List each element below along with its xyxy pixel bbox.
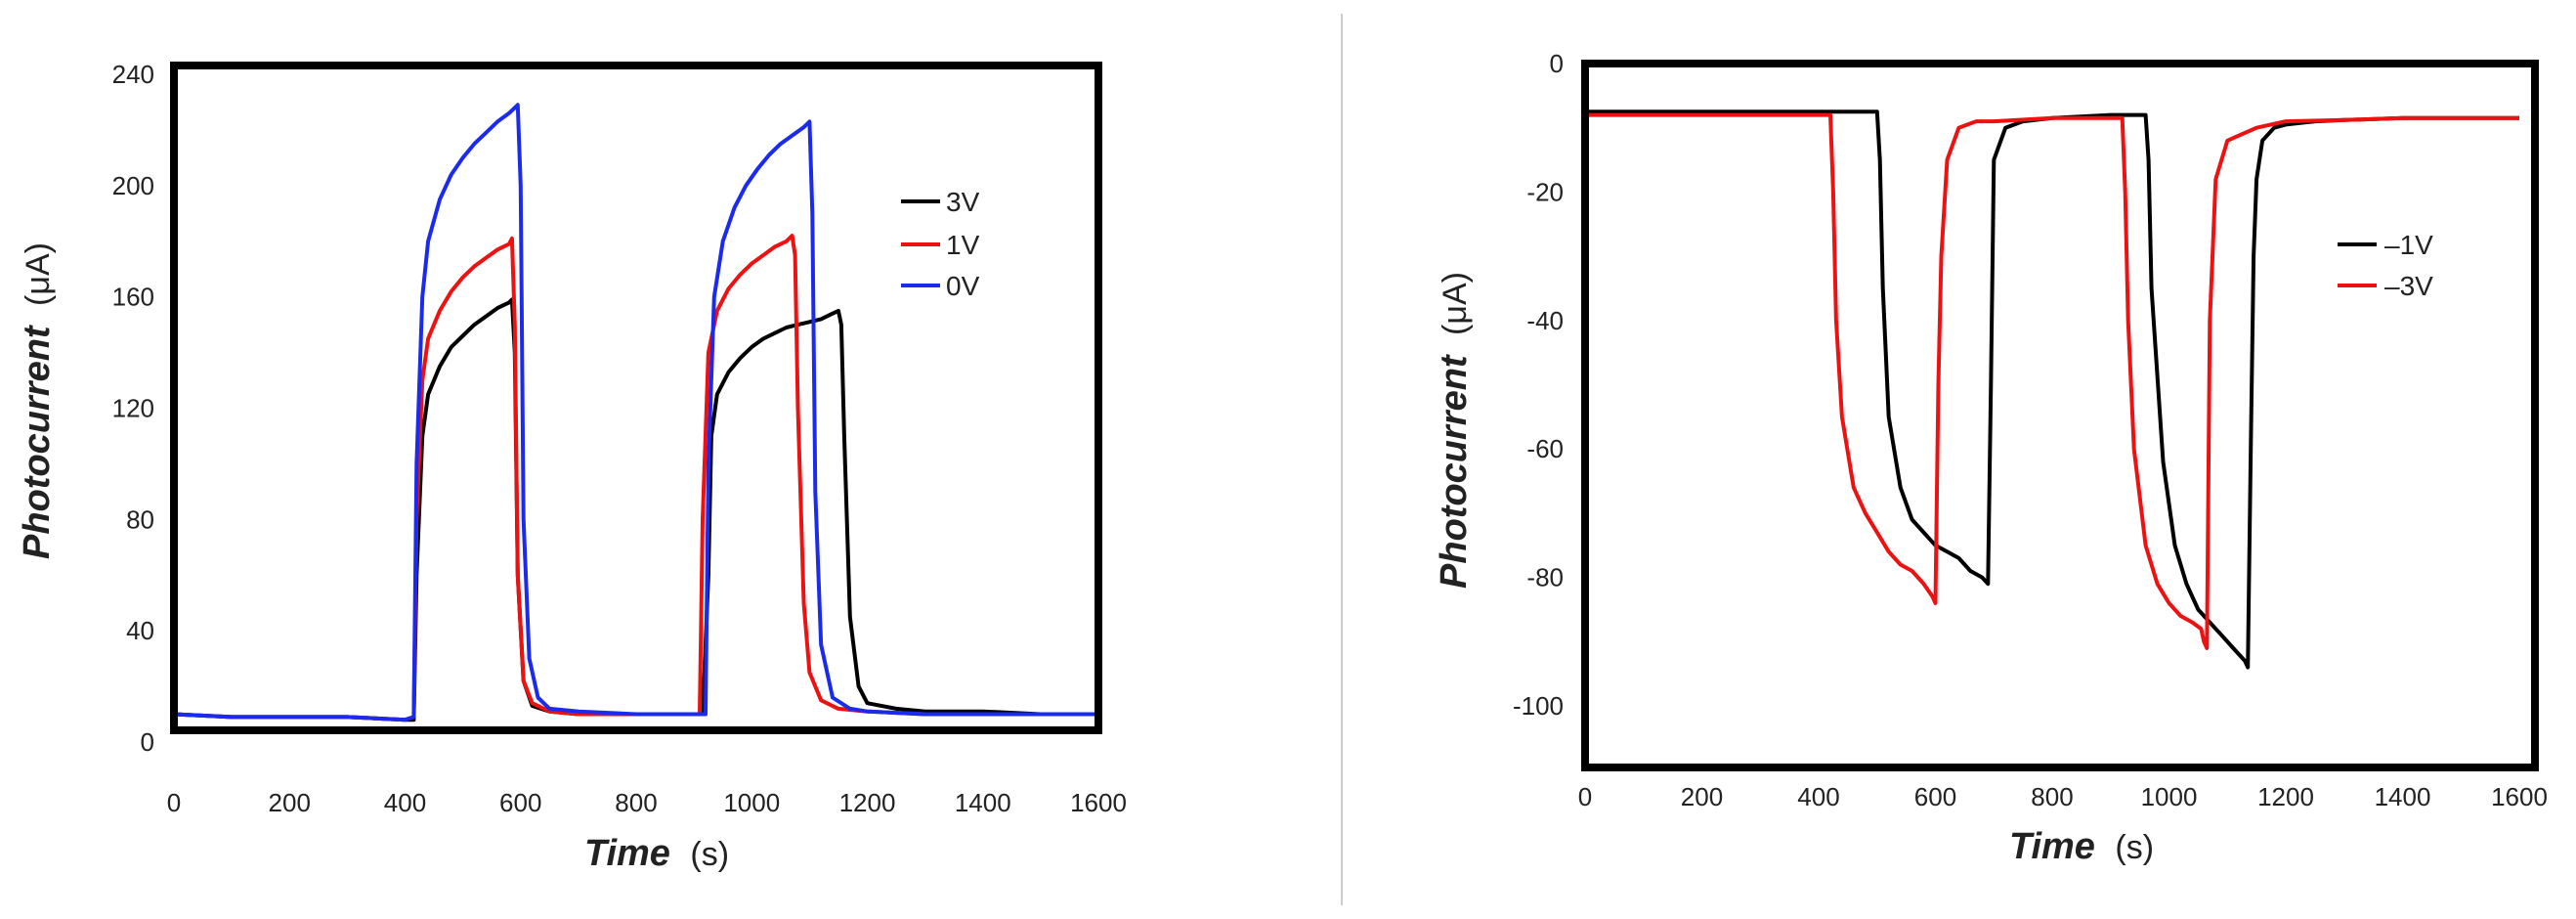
x-axis-title: Time (s) (2009, 826, 2154, 867)
y-tick-label: -100 (1513, 691, 1564, 721)
x-tick-labels: 0 200 400 600 800 1000 1200 1400 1600 (1578, 782, 2548, 811)
x-tick-label: 1600 (2491, 782, 2548, 811)
y-tick-label: -20 (1526, 177, 1564, 206)
x-tick-label: 200 (1681, 782, 1723, 811)
x-tick-label: 800 (615, 788, 657, 817)
y-tick-label: -40 (1526, 306, 1564, 335)
x-tick-label: 1400 (955, 788, 1011, 817)
legend-label-0v: 0V (946, 271, 980, 301)
y-axis-label: Photocurrent (1434, 354, 1475, 589)
y-tick-label: 200 (112, 171, 154, 200)
x-tick-label: 400 (384, 788, 426, 817)
x-tick-label: 800 (2031, 782, 2073, 811)
y-tick-label: 80 (126, 504, 154, 534)
legend: –1V –3V (2338, 230, 2433, 301)
series-line-1v (1585, 109, 2519, 670)
y-axis-label: Photocurrent (17, 325, 58, 559)
x-tick-label: 1600 (1070, 788, 1127, 817)
plot-frame (1581, 60, 2539, 771)
legend-label-1v: 1V (946, 230, 980, 260)
x-axis-title: Time (s) (584, 833, 729, 874)
x-tick-label: 0 (167, 788, 181, 817)
y-tick-label: 160 (112, 283, 154, 312)
y-tick-label: 40 (126, 616, 154, 645)
x-tick-label: 1200 (2257, 782, 2314, 811)
y-tick-label: 0 (141, 727, 154, 757)
x-tick-label: 1000 (723, 788, 780, 817)
series-group (173, 103, 1098, 722)
y-tick-labels: 0 40 80 120 160 200 240 (112, 60, 154, 757)
y-tick-label: -80 (1526, 563, 1564, 592)
x-axis-unit: (s) (2115, 829, 2154, 866)
y-axis-unit: (μA) (20, 242, 57, 306)
y-tick-label: -60 (1526, 434, 1564, 463)
y-axis-unit: (μA) (1437, 272, 1474, 335)
y-tick-labels: 0 -20 -40 -60 -80 -100 (1513, 49, 1564, 721)
chart-left: 0 200 400 600 800 1000 1200 1400 1600 0 40 80 120 16… (17, 60, 1127, 874)
series-group (1585, 109, 2519, 670)
x-axis-unit: (s) (690, 836, 729, 873)
chart-right: 0 200 400 600 800 1000 1200 1400 1600 0 -20 -40 -60… (1434, 49, 2548, 867)
x-tick-label: 600 (1914, 782, 1956, 811)
x-tick-label: 1000 (2141, 782, 2198, 811)
y-tick-label: 120 (112, 394, 154, 423)
x-axis-label: Time (584, 833, 670, 874)
y-tick-label: 240 (112, 60, 154, 89)
x-tick-label: 200 (269, 788, 311, 817)
x-tick-label: 400 (1797, 782, 1839, 811)
y-tick-label: 0 (1550, 49, 1564, 78)
series-line-0v (173, 103, 1098, 722)
legend-label-neg1v: –1V (2384, 230, 2433, 260)
legend-label-neg3v: –3V (2384, 271, 2433, 301)
x-tick-label: 600 (499, 788, 541, 817)
legend: 3V 1V 0V (901, 187, 980, 301)
x-tick-label: 1200 (839, 788, 896, 817)
legend-label-3v: 3V (946, 187, 980, 217)
x-axis-label: Time (2009, 826, 2095, 867)
series-line-1v (173, 234, 1098, 722)
x-tick-label: 0 (1578, 782, 1592, 811)
y-axis-title: Photocurrent (μA) (1434, 272, 1475, 589)
plot-frame (170, 62, 1102, 734)
y-axis-title: Photocurrent (μA) (17, 242, 58, 559)
x-tick-label: 1400 (2375, 782, 2431, 811)
series-line-3v (1585, 112, 2519, 650)
series-line-3v (173, 297, 1098, 722)
x-tick-labels: 0 200 400 600 800 1000 1200 1400 1600 (167, 788, 1127, 817)
